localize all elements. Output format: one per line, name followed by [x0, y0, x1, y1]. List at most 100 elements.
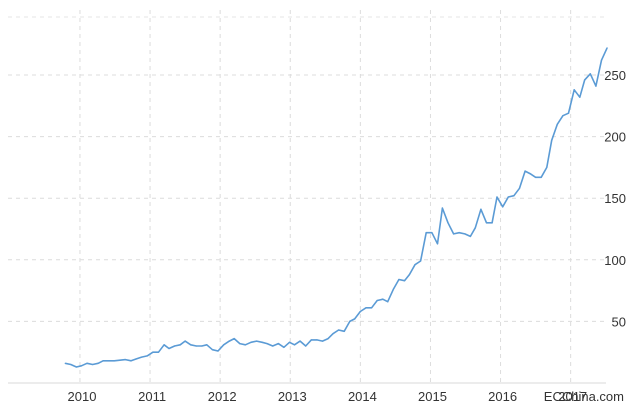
x-tick-label: 2010: [68, 389, 97, 404]
x-tick-label: 2014: [348, 389, 377, 404]
data-point: [108, 360, 110, 362]
data-point: [305, 345, 307, 347]
x-tick-label: 2012: [208, 389, 237, 404]
horizontal-gridlines: [8, 16, 606, 322]
data-point: [595, 85, 597, 87]
data-point: [573, 89, 575, 91]
data-point: [535, 176, 537, 178]
data-point: [453, 233, 455, 235]
data-point: [310, 339, 312, 341]
data-point: [250, 341, 252, 343]
data-point: [211, 349, 213, 351]
data-point: [359, 310, 361, 313]
series-group: [64, 47, 608, 368]
data-point: [579, 96, 581, 98]
data-point: [540, 176, 542, 178]
data-point: [163, 344, 165, 346]
data-point: [239, 343, 241, 345]
data-point: [299, 340, 301, 342]
data-point: [408, 274, 410, 276]
data-point: [272, 345, 274, 347]
data-point: [261, 341, 263, 343]
data-point: [464, 233, 466, 235]
data-point: [551, 139, 553, 141]
data-point: [349, 320, 351, 322]
data-point: [256, 340, 258, 342]
data-point: [436, 243, 439, 245]
data-point: [223, 344, 225, 346]
data-point: [507, 196, 509, 198]
data-point: [431, 232, 433, 234]
data-point: [502, 206, 504, 208]
watermark: ECChina.com: [544, 389, 624, 404]
data-point: [141, 356, 143, 358]
data-point: [567, 112, 570, 114]
data-point: [321, 340, 324, 342]
data-point: [152, 351, 154, 353]
data-point: [327, 338, 329, 340]
data-point: [135, 358, 137, 360]
y-tick-label: 100: [604, 253, 626, 268]
data-point: [420, 260, 422, 262]
data-point: [228, 340, 230, 342]
x-axis-ticks: 2010 2011 2012 2013 2014 2015 2016 2017: [68, 389, 588, 404]
x-tick-label: 2015: [418, 389, 447, 404]
data-point: [168, 347, 170, 350]
data-point: [392, 288, 394, 290]
data-point: [600, 59, 603, 61]
data-point: [75, 366, 77, 368]
data-point: [184, 340, 186, 342]
y-tick-label: 250: [604, 68, 626, 83]
data-point: [70, 363, 72, 366]
data-point: [146, 355, 148, 357]
series-line: [65, 47, 608, 368]
data-point: [179, 344, 181, 346]
data-point: [469, 235, 471, 237]
data-point: [174, 345, 176, 347]
data-point: [201, 345, 203, 347]
data-point: [266, 343, 268, 345]
data-point: [447, 222, 449, 224]
data-point: [80, 365, 82, 367]
data-point: [316, 339, 318, 341]
data-point: [485, 222, 488, 224]
data-point: [157, 351, 160, 353]
data-point: [365, 307, 367, 309]
data-point: [513, 195, 515, 197]
data-point: [546, 166, 548, 168]
data-point: [518, 187, 521, 189]
y-tick-label: 50: [612, 314, 626, 329]
data-point: [92, 363, 94, 366]
data-point: [217, 350, 219, 352]
x-tick-label: 2013: [278, 389, 307, 404]
y-axis-ticks: 50 100 150 200 250: [604, 68, 626, 329]
data-point: [338, 329, 340, 331]
data-point: [382, 298, 384, 300]
x-tick-label: 2011: [138, 389, 166, 404]
data-point: [606, 47, 608, 49]
data-point: [190, 344, 192, 346]
data-point: [293, 344, 296, 346]
data-point: [425, 232, 427, 234]
data-point: [119, 359, 121, 361]
data-point: [589, 73, 591, 75]
data-point: [283, 346, 285, 348]
data-point: [491, 222, 493, 224]
data-point: [556, 123, 558, 125]
data-point: [64, 362, 66, 364]
data-point: [97, 362, 99, 364]
data-point: [354, 318, 356, 320]
data-point: [524, 170, 526, 172]
data-point: [529, 173, 531, 175]
data-point: [414, 264, 416, 266]
data-point: [332, 333, 334, 335]
data-point: [233, 338, 235, 340]
data-point: [496, 196, 498, 198]
data-point: [288, 341, 291, 343]
data-point: [102, 360, 104, 362]
data-point: [562, 115, 564, 117]
data-point: [458, 232, 460, 234]
data-point: [387, 301, 389, 303]
